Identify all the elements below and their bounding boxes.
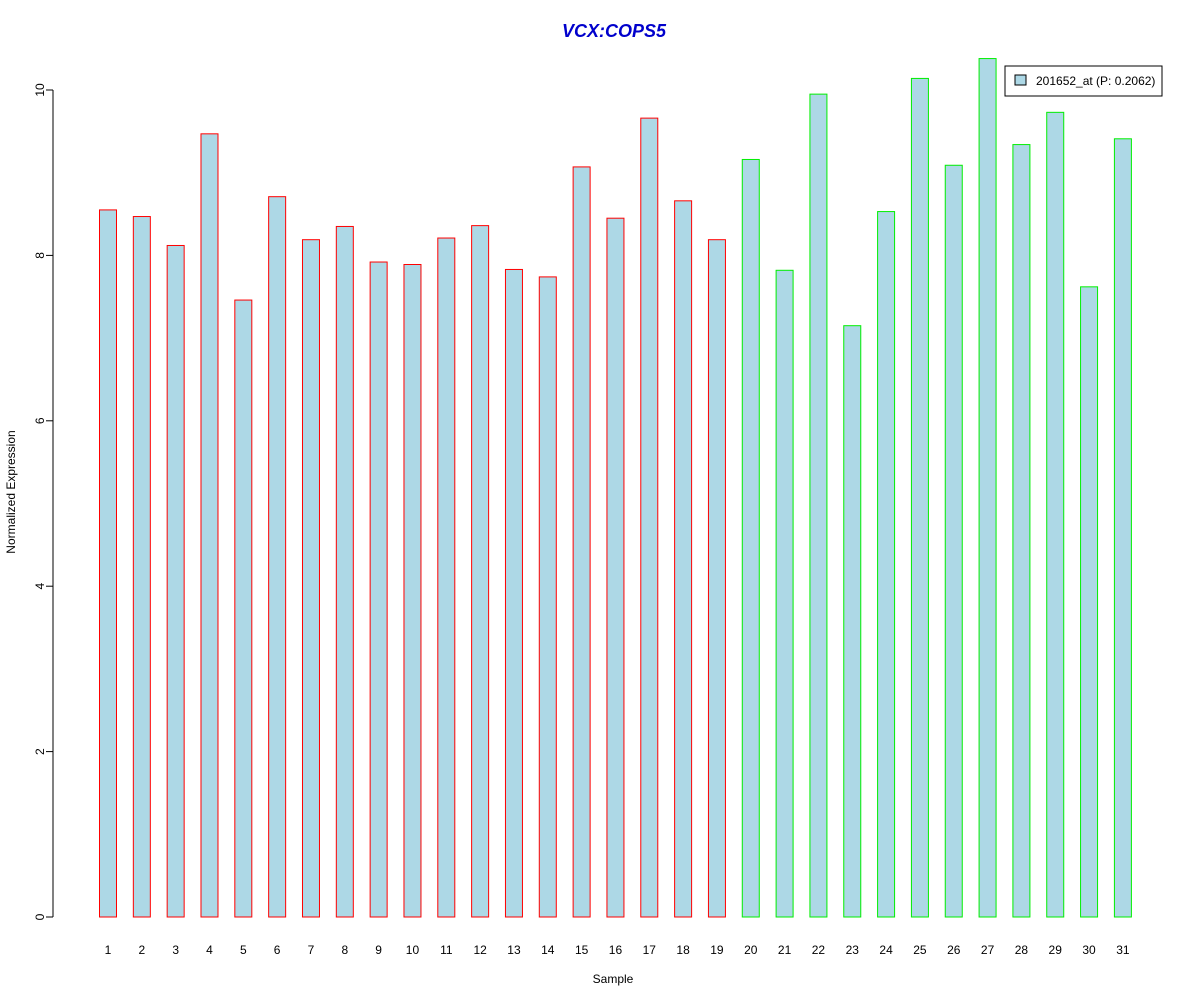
bars-group: [99, 58, 1132, 918]
x-tick-label: 5: [240, 943, 247, 957]
bar-sample-21: [775, 269, 794, 918]
x-tick-label: 19: [710, 943, 724, 957]
x-tick-label: 7: [308, 943, 315, 957]
x-tick-label: 17: [643, 943, 657, 957]
bar-sample-24: [877, 211, 896, 918]
x-tick-label: 24: [879, 943, 893, 957]
x-tick-label: 26: [947, 943, 961, 957]
legend: 201652_at (P: 0.2062): [1004, 65, 1163, 97]
y-tick-label: 2: [33, 748, 47, 755]
y-axis-title: Normalized Expression: [4, 430, 18, 553]
x-tick-label: 28: [1015, 943, 1029, 957]
x-tick-label: 6: [274, 943, 281, 957]
bar-sample-7: [301, 239, 320, 918]
x-tick-label: 21: [778, 943, 792, 957]
y-tick-label: 8: [33, 252, 47, 259]
bar-sample-28: [1012, 144, 1031, 918]
y-tick-label: 4: [33, 583, 47, 590]
bar-sample-13: [504, 268, 523, 918]
bar-sample-11: [437, 237, 456, 918]
bar-sample-3: [166, 244, 185, 918]
bar-sample-23: [843, 325, 862, 918]
legend-label: 201652_at (P: 0.2062): [1036, 74, 1155, 88]
x-tick-label: 15: [575, 943, 589, 957]
bar-sample-15: [572, 166, 591, 918]
x-tick-label: 30: [1082, 943, 1096, 957]
x-tick-labels: 1 2 3 4 5 6 7 8 9 10 11 12 13 14 15 16 17 18 19 20 21 22 23 24 2…: [105, 943, 1130, 957]
bar-sample-30: [1080, 286, 1099, 918]
x-tick-label: 10: [406, 943, 420, 957]
x-tick-label: 23: [846, 943, 860, 957]
x-tick-label: 31: [1116, 943, 1130, 957]
x-tick-label: 2: [138, 943, 145, 957]
bar-sample-26: [944, 164, 963, 918]
x-tick-label: 11: [440, 943, 453, 957]
bar-sample-14: [538, 276, 557, 918]
x-tick-label: 16: [609, 943, 623, 957]
bar-sample-1: [99, 209, 117, 918]
bar-sample-4: [200, 133, 219, 918]
x-tick-label: 8: [341, 943, 348, 957]
bar-sample-25: [910, 77, 929, 918]
bar-sample-22: [809, 93, 828, 918]
x-tick-label: 4: [206, 943, 213, 957]
y-tick-label: 10: [33, 83, 47, 97]
bar-sample-10: [403, 264, 422, 918]
chart-title: VCX:COPS5: [562, 21, 667, 41]
x-tick-label: 25: [913, 943, 927, 957]
y-tick-label: 0: [33, 913, 47, 920]
bar-sample-18: [674, 200, 693, 918]
legend-swatch: [1014, 74, 1027, 86]
y-axis: 0 2 4 6 8 10: [33, 83, 54, 920]
bar-sample-9: [369, 261, 388, 918]
bar-sample-27: [978, 58, 997, 918]
x-tick-label: 20: [744, 943, 758, 957]
x-tick-label: 13: [507, 943, 521, 957]
bar-sample-31: [1113, 138, 1132, 918]
x-tick-label: 12: [473, 943, 487, 957]
legend-box: [1004, 65, 1163, 97]
bar-sample-8: [335, 225, 354, 918]
bar-sample-12: [471, 225, 490, 918]
x-tick-label: 22: [812, 943, 826, 957]
x-tick-label: 29: [1049, 943, 1063, 957]
bar-sample-17: [640, 117, 659, 918]
bar-sample-6: [268, 196, 287, 918]
x-tick-label: 14: [541, 943, 555, 957]
bar-sample-19: [707, 239, 726, 918]
bar-sample-20: [741, 158, 760, 918]
bar-sample-29: [1046, 111, 1065, 918]
x-tick-label: 9: [375, 943, 382, 957]
x-tick-label: 18: [676, 943, 690, 957]
x-tick-label: 27: [981, 943, 995, 957]
bar-sample-16: [606, 217, 625, 918]
x-axis-title: Sample: [593, 972, 634, 986]
x-tick-label: 3: [172, 943, 179, 957]
x-tick-label: 1: [105, 943, 112, 957]
bar-sample-2: [132, 216, 151, 918]
y-tick-label: 6: [33, 417, 47, 424]
bar-sample-5: [234, 299, 253, 918]
